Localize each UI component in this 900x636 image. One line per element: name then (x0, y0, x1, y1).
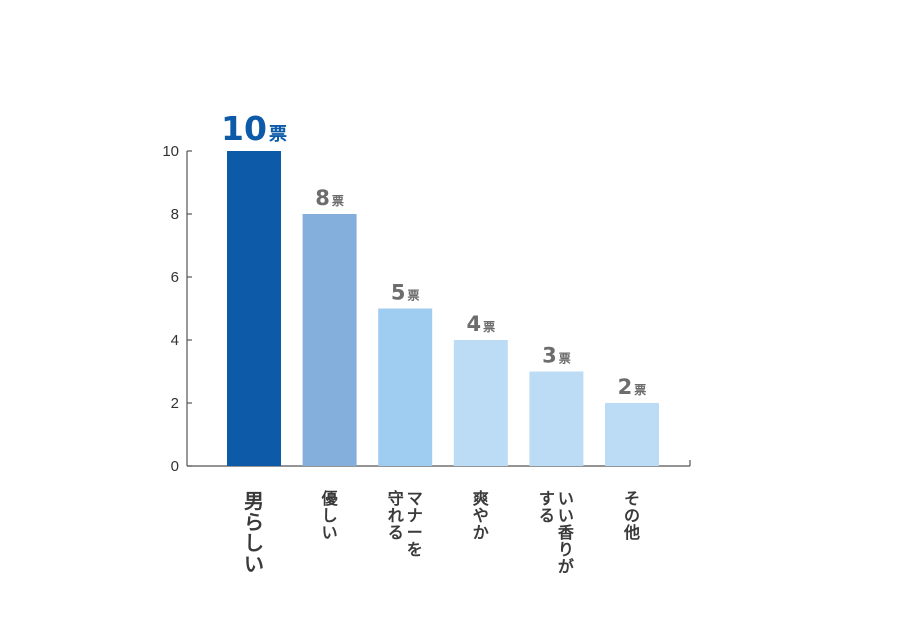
category-label-char: ナ (407, 506, 423, 525)
category-label-char: い (558, 489, 574, 508)
category-label-char: が (558, 557, 574, 576)
chart-value-labels: 10 票 8 票 5 票 4 票 3 票 2 票 (221, 109, 646, 399)
category-label-char: そ (624, 489, 640, 508)
bar (227, 151, 281, 466)
bar (302, 214, 357, 466)
category-label-char: 爽 (473, 489, 489, 508)
category-label-char: 守 (388, 489, 404, 508)
y-tick-label: 4 (171, 332, 179, 349)
y-tick-label: 2 (171, 395, 179, 412)
category-label-char: す (539, 489, 555, 508)
bar (453, 340, 508, 466)
category-label-char: 他 (623, 523, 640, 542)
y-tick-label: 6 (171, 269, 179, 286)
category-label-char: 香 (557, 523, 575, 542)
category-label: 爽やか (473, 489, 489, 542)
category-label-char: を (407, 540, 423, 559)
bar (529, 371, 584, 466)
category-label-char: い (558, 506, 574, 525)
bar (605, 403, 659, 466)
category-label-char: か (473, 523, 489, 542)
category-label-char: 優 (321, 489, 339, 508)
category-label-char: り (558, 540, 574, 559)
category-label-char: マ (407, 489, 423, 508)
category-label-char: れ (388, 506, 404, 525)
category-label-char: い (244, 552, 264, 576)
category-label: その他 (623, 489, 640, 542)
y-tick-label: 10 (162, 143, 179, 160)
bar (378, 308, 433, 466)
category-label-char: し (244, 531, 264, 555)
category-label-char: る (388, 523, 404, 542)
chart-bars (227, 151, 659, 466)
y-tick-label: 8 (171, 206, 179, 223)
category-label-char: ら (244, 510, 264, 534)
category-label-char: し (322, 506, 338, 525)
bar-value-label: 10 票 (221, 109, 287, 148)
category-label-char: い (322, 523, 338, 542)
category-label-char: ー (407, 523, 423, 542)
y-tick-label: 0 (171, 458, 179, 475)
category-label-char: る (539, 506, 555, 525)
category-label-char: 男 (244, 489, 264, 513)
category-label: 優しい (321, 489, 339, 542)
category-label-char: の (624, 506, 640, 525)
category-label-char: や (473, 506, 489, 525)
